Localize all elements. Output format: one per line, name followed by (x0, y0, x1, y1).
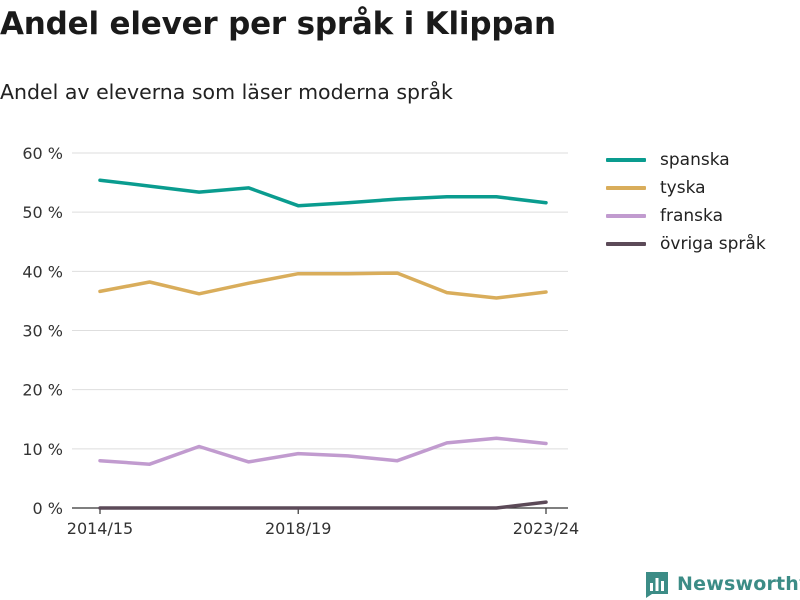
series-line-tyska (98, 271, 548, 300)
brand-logo[interactable]: Newsworthy (644, 570, 800, 598)
series-line-spanska (98, 178, 548, 208)
grid-lines (72, 152, 568, 450)
legend-swatch (606, 158, 646, 162)
legend-swatch (606, 242, 646, 246)
y-tick-label: 0 % (33, 499, 63, 518)
series-lines (98, 178, 548, 510)
y-tick-labels: 0 % 10 % 20 % 30 % 40 % 50 % 60 % (22, 144, 63, 518)
x-tick-label: 2018/19 (265, 519, 331, 538)
legend-item-franska[interactable]: franska (606, 202, 766, 230)
y-tick-label: 60 % (22, 144, 63, 163)
x-axis: 2014/15 2018/19 2023/24 (67, 507, 579, 538)
series-line-franska (98, 436, 548, 466)
bar-chart-logo-icon (646, 572, 668, 598)
y-tick-label: 50 % (22, 203, 63, 222)
brand-name: Newsworthy (677, 573, 800, 595)
y-tick-label: 20 % (22, 381, 63, 400)
y-tick-label: 40 % (22, 262, 63, 281)
legend-swatch (606, 214, 646, 218)
y-tick-label: 10 % (22, 440, 63, 459)
y-tick-label: 30 % (22, 322, 63, 341)
x-tick-label: 2014/15 (67, 519, 133, 538)
chart-title: Andel elever per språk i Klippan (0, 6, 556, 42)
legend: spanska tyska franska övriga språk (606, 146, 766, 258)
legend-item-tyska[interactable]: tyska (606, 174, 766, 202)
legend-swatch (606, 186, 646, 190)
chart-subtitle: Andel av eleverna som läser moderna språ… (0, 80, 453, 104)
legend-label: franska (660, 206, 723, 226)
legend-item-ovriga-sprak[interactable]: övriga språk (606, 230, 766, 258)
x-tick-label: 2023/24 (513, 519, 579, 538)
legend-label: övriga språk (660, 234, 766, 254)
legend-item-spanska[interactable]: spanska (606, 146, 766, 174)
series-line-övriga-språk (98, 500, 548, 510)
legend-label: tyska (660, 178, 706, 198)
legend-label: spanska (660, 150, 730, 170)
